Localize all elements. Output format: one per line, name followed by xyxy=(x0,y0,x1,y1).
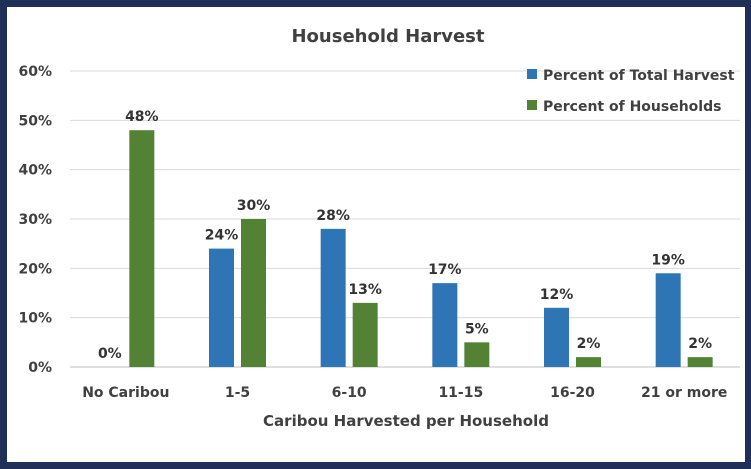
bar xyxy=(544,307,569,367)
data-label: 30% xyxy=(237,198,271,214)
bar xyxy=(352,302,378,367)
legend-swatch xyxy=(527,69,537,79)
gridlines xyxy=(70,70,740,368)
bar xyxy=(576,357,601,367)
x-tick-label: 6-10 xyxy=(332,385,367,401)
data-label: 0% xyxy=(98,346,122,362)
data-label: 2% xyxy=(688,336,712,352)
bar xyxy=(655,273,681,367)
x-tick-label: 21 or more xyxy=(641,385,727,401)
y-tick-label: 50% xyxy=(18,113,52,129)
x-axis-ticks: No Caribou 1-5 6-10 11-15 16-20 21 or more xyxy=(82,385,727,401)
y-tick-label: 10% xyxy=(18,311,52,327)
x-tick-label: 11-15 xyxy=(438,385,483,401)
bar xyxy=(241,219,266,367)
data-label: 17% xyxy=(428,262,462,278)
y-tick-label: 20% xyxy=(18,261,52,277)
y-tick-label: 0% xyxy=(28,360,52,376)
bar xyxy=(209,248,234,367)
x-tick-label: 1-5 xyxy=(225,385,250,401)
x-tick-label: 16-20 xyxy=(550,385,595,401)
data-label: 19% xyxy=(651,252,685,268)
data-label: 5% xyxy=(465,321,489,337)
data-label: 24% xyxy=(205,228,239,244)
bars xyxy=(129,130,713,367)
y-tick-label: 40% xyxy=(18,163,52,179)
legend: Percent of Total Harvest Percent of House… xyxy=(527,68,735,115)
bar xyxy=(129,130,155,367)
data-label: 13% xyxy=(348,282,382,298)
y-tick-label: 30% xyxy=(18,212,52,228)
x-axis-title: Caribou Harvested per Household xyxy=(263,412,549,430)
legend-swatch xyxy=(527,100,537,110)
legend-label: Percent of Households xyxy=(543,99,721,115)
y-tick-label: 60% xyxy=(18,64,52,80)
data-label: 48% xyxy=(125,109,159,125)
bar xyxy=(687,357,713,367)
data-label: 12% xyxy=(540,287,574,303)
data-label: 2% xyxy=(577,336,601,352)
data-label: 28% xyxy=(316,208,350,224)
bar xyxy=(432,283,458,367)
legend-label: Percent of Total Harvest xyxy=(543,68,735,84)
x-tick-label: No Caribou xyxy=(82,385,169,401)
chart-title: Household Harvest xyxy=(291,26,484,47)
y-axis-ticks: 0% 10% 20% 30% 40% 50% 60% xyxy=(18,64,52,376)
data-labels: 0% 48% 24% 30% 28% 13% 17% 5% 12% 2% 19% 2% xyxy=(98,109,712,362)
bar xyxy=(464,342,490,367)
bar xyxy=(320,228,346,367)
